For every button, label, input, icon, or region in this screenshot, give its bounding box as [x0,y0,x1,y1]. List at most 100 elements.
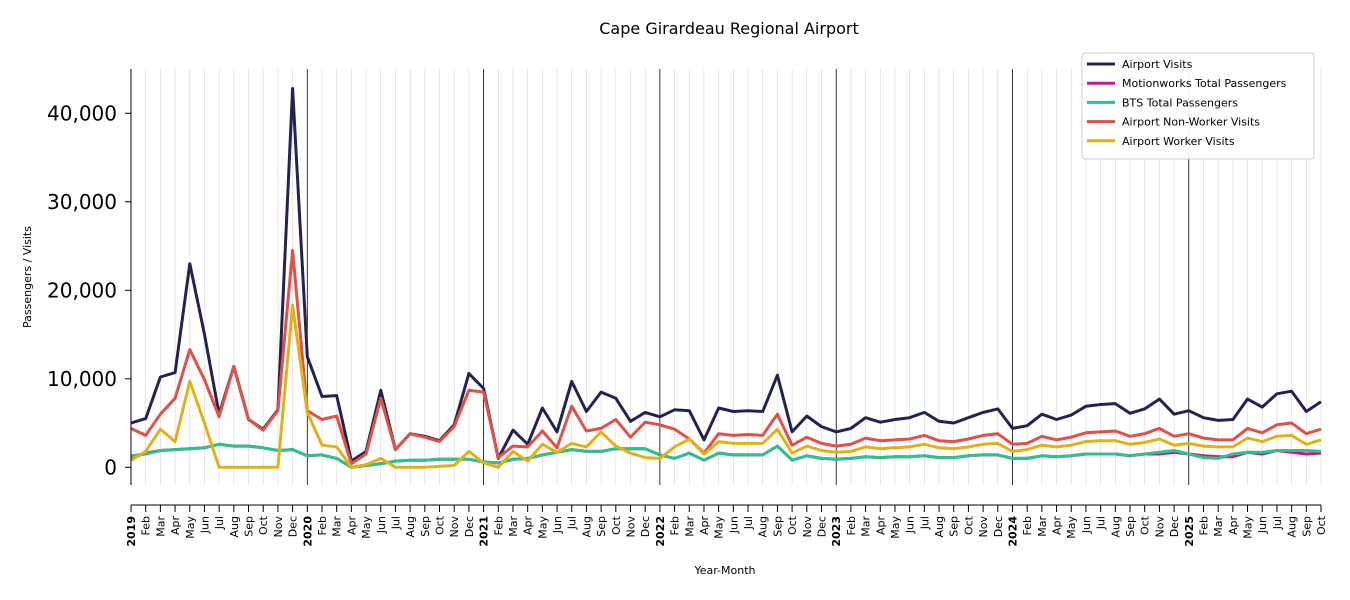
x-tick-label: Oct [434,515,447,535]
chart-title: Cape Girardeau Regional Airport [599,19,859,38]
x-tick-label: Dec [992,516,1005,537]
x-tick-label: 2019 [125,516,138,547]
series-line-bts-total-passengers [130,442,1322,469]
x-tick-label: May [1242,516,1255,539]
x-tick-label: Nov [977,516,990,538]
x-tick-label: Sep [1124,516,1137,537]
x-tick-label: Jun [1080,516,1093,534]
x-tick-label: 2023 [830,516,843,547]
x-tick-label: Mar [683,516,696,537]
x-tick-label: Jun [904,516,917,534]
x-tick-label: May [536,516,549,539]
x-tick-label: Sep [595,516,608,537]
x-tick-label: Mar [154,516,167,537]
x-tick-label: Aug [757,516,770,537]
x-tick-label: Dec [1168,516,1181,537]
x-tick-label: May [360,516,373,539]
x-tick-label: 2020 [301,516,314,547]
x-tick-label: Jul [566,516,579,530]
y-tick-label: 20,000 [47,278,117,302]
x-tick-label: Nov [801,516,814,538]
x-tick-label: Jul [918,516,931,530]
series-line-airport-visits [130,87,1322,463]
x-tick-label: Mar [1212,516,1225,537]
x-tick-label: Aug [1286,516,1299,537]
x-tick-label: Jun [198,516,211,534]
legend-box [1081,52,1315,160]
x-tick-label: Feb [492,516,505,535]
x-tick-label: Jul [389,516,402,530]
x-tick-label: Feb [316,516,329,535]
x-tick-label: Mar [331,516,344,537]
x-tick-label: Oct [610,515,623,535]
x-tick-label: Oct [786,515,799,535]
x-tick-label: Jun [551,516,564,534]
x-tick-label: Mar [860,516,873,537]
x-tick-label: Dec [815,516,828,537]
x-tick-label: Mar [1036,516,1049,537]
x-tick-label: Feb [845,516,858,535]
x-tick-label: Apr [1051,516,1064,536]
x-tick-label: Feb [669,516,682,535]
series-line-airport-worker-visits [130,303,1322,469]
x-tick-label: Apr [345,516,358,536]
x-tick-label: Aug [933,516,946,537]
legend-label: Airport Non-Worker Visits [1122,116,1260,129]
series-line-airport-non-worker-visits [130,248,1322,466]
y-tick-label: 30,000 [47,190,117,214]
x-tick-label: Feb [1021,516,1034,535]
x-tick-label: Jul [1095,516,1108,530]
x-tick-label: 2025 [1183,516,1196,547]
x-tick-label: Aug [1109,516,1122,537]
y-axis-ticks: 0 10,000 20,000 30,000 40,000 [47,101,131,479]
x-tick-label: Dec [287,516,300,537]
x-axis-label: Year-Month [693,564,755,577]
x-tick-label: Nov [272,516,285,538]
x-tick-label: Aug [228,516,241,537]
x-tick-label: 2022 [654,516,667,547]
x-tick-label: Oct [257,515,270,535]
x-tick-label: Apr [169,516,182,536]
x-tick-label: Nov [448,516,461,538]
x-tick-label: Jul [1271,516,1284,530]
legend-label: Airport Visits [1122,58,1193,71]
x-axis-ticks: 2019 Feb Mar Apr May Jun Jul Aug Sep Oct Nov Dec 202… [125,505,1328,547]
axes [130,69,1321,506]
x-tick-label: May [889,516,902,539]
x-tick-label: Jul [742,516,755,530]
x-tick-label: Sep [243,516,256,537]
legend-label: Airport Worker Visits [1122,135,1235,148]
y-tick-label: 10,000 [47,367,117,391]
legend-label: BTS Total Passengers [1122,96,1238,109]
x-tick-label: Aug [580,516,593,537]
y-axis-label: Passengers / Visits [21,226,34,328]
x-tick-label: Apr [522,516,535,536]
x-tick-label: Apr [698,516,711,536]
x-tick-label: Feb [140,516,153,535]
x-tick-label: Sep [1300,516,1313,537]
x-tick-label: Feb [1197,516,1210,535]
x-tick-label: Sep [771,516,784,537]
x-tick-label: May [713,516,726,539]
x-tick-label: Jun [1256,516,1269,534]
x-tick-label: Mar [507,516,520,537]
x-tick-label: 2024 [1006,516,1019,547]
x-tick-label: Sep [419,516,432,537]
x-tick-label: Jul [213,516,226,530]
series-lines [130,87,1322,469]
x-tick-label: Apr [1227,516,1240,536]
x-tick-label: Aug [404,516,417,537]
y-tick-label: 40,000 [47,101,117,125]
x-tick-label: Dec [463,516,476,537]
x-tick-label: Oct [1315,515,1328,535]
x-tick-label: Oct [1139,515,1152,535]
x-tick-label: May [1065,516,1078,539]
x-tick-label: Nov [625,516,638,538]
x-tick-label: Sep [948,516,961,537]
x-tick-label: 2021 [478,516,491,547]
x-tick-label: Nov [1153,516,1166,538]
x-tick-label: Apr [874,516,887,536]
x-tick-label: Jun [375,516,388,534]
x-tick-label: Jun [727,516,740,534]
